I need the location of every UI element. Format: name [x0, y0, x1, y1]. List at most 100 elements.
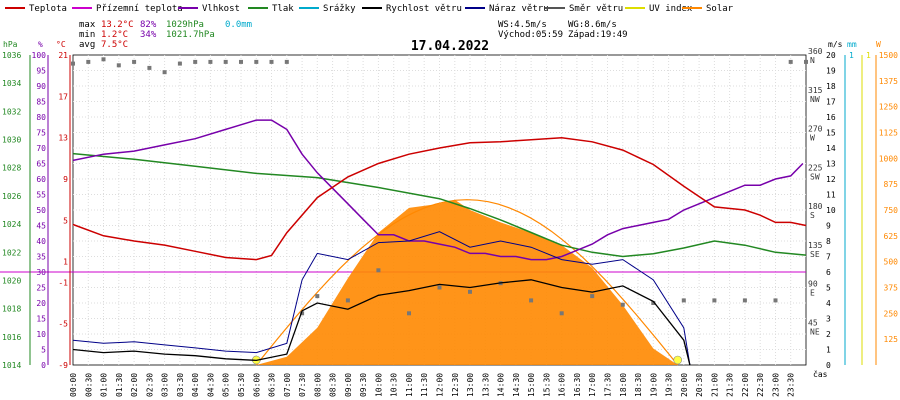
tick-percent-5: 75 — [36, 129, 46, 138]
axis-top-uv: 1 — [866, 51, 871, 60]
tick-hpa-7: 1022 — [2, 248, 21, 257]
series-direction-point — [208, 59, 213, 64]
x-tick-5: 02:30 — [145, 373, 154, 397]
x-ticks: 00:00 00:30 01:00 01:30 02:00 02:30 03:00 03:30… — [69, 373, 796, 397]
tick-hpa-10: 1016 — [2, 333, 21, 342]
tick-solar-2: 1250 — [879, 103, 898, 112]
x-tick-38: 19:00 — [649, 373, 658, 397]
x-tick-0: 00:00 — [69, 373, 78, 397]
series-direction-point — [254, 59, 259, 64]
x-tick-12: 06:00 — [252, 373, 261, 397]
tick-ms-14: 6 — [826, 268, 831, 277]
series-direction-point — [376, 268, 381, 273]
tick-solar-9: 375 — [884, 284, 899, 293]
tick-ms-9: 11 — [826, 191, 836, 200]
x-tick-40: 20:00 — [680, 373, 689, 397]
x-tick-15: 07:30 — [298, 373, 307, 397]
stat-wg: WG:8.6m/s — [568, 20, 617, 30]
x-tick-45: 22:30 — [756, 373, 765, 397]
x-tick-42: 21:00 — [710, 373, 719, 397]
legend-label-4: Srážky — [323, 4, 356, 14]
tick-dir-label-6: E — [810, 289, 815, 298]
tick-hpa-5: 1026 — [2, 192, 21, 201]
axis-title-hpa: hPa — [3, 40, 18, 49]
tick-ms-2: 18 — [826, 82, 836, 91]
x-tick-29: 14:30 — [512, 373, 521, 397]
tick-hpa-4: 1028 — [2, 164, 21, 173]
tick-percent-2: 90 — [36, 82, 46, 91]
x-tick-2: 01:00 — [100, 373, 109, 397]
tick-ms-0: 20 — [826, 51, 836, 60]
tick-ms-11: 9 — [826, 222, 831, 231]
tick-ms-17: 3 — [826, 315, 831, 324]
stat-max-rain: 0.0mm — [225, 20, 252, 30]
tick-ms-10: 10 — [826, 206, 836, 215]
tick-hpa-6: 1024 — [2, 220, 21, 229]
tick-celsius-3: 9 — [63, 175, 68, 184]
tick-dir-value-5: 135 — [808, 241, 823, 250]
series-direction-point — [101, 57, 106, 62]
series-direction-point — [773, 298, 778, 303]
axis-title-ms: m/s — [828, 40, 843, 49]
legend: Teplota Přízemní teplota Vlhkost Tlak Srážky… — [5, 4, 734, 14]
x-tick-8: 04:00 — [191, 373, 200, 397]
x-tick-28: 14:00 — [497, 373, 506, 397]
tick-dir-value-6: 90 — [808, 280, 818, 289]
tick-celsius-5: 1 — [63, 258, 68, 267]
tick-percent-3: 85 — [36, 98, 46, 107]
tick-hpa-0: 1036 — [2, 51, 21, 60]
tick-celsius-7: -5 — [58, 320, 68, 329]
tick-percent-8: 60 — [36, 175, 46, 184]
tick-percent-11: 45 — [36, 222, 46, 231]
x-tick-43: 21:30 — [726, 373, 735, 397]
tick-solar-8: 500 — [884, 258, 899, 267]
x-tick-9: 04:30 — [206, 373, 215, 397]
tick-dir-label-2: W — [810, 134, 815, 143]
series-direction-point — [132, 59, 137, 64]
tick-hpa-11: 1014 — [2, 361, 21, 370]
series-direction-point — [407, 311, 411, 316]
tick-dir-label-7: NE — [810, 327, 820, 336]
stat-min-temp: 1.2°C — [101, 30, 128, 40]
x-tick-21: 10:30 — [390, 373, 399, 397]
tick-ms-13: 7 — [826, 253, 831, 262]
tick-percent-10: 50 — [36, 206, 46, 215]
series-solar-area — [256, 199, 678, 365]
x-tick-25: 12:30 — [451, 373, 460, 397]
series-direction-point — [804, 59, 808, 64]
tick-dir-label-1: NW — [810, 95, 820, 104]
tick-percent-1: 95 — [36, 67, 46, 76]
chart-title: 17.04.2022 — [411, 39, 489, 54]
series-temperature — [72, 136, 807, 261]
legend-label-0: Teplota — [29, 4, 67, 14]
series-direction-point — [788, 59, 793, 64]
axis-top-mm: 1 — [849, 51, 854, 60]
legend-label-2: Vlhkost — [202, 4, 240, 14]
tick-hpa-3: 1030 — [2, 136, 21, 145]
axis-title-solar: W — [876, 40, 881, 49]
tick-solar-0: 1500 — [879, 51, 898, 60]
x-tick-3: 01:30 — [115, 373, 124, 397]
x-tick-13: 06:30 — [268, 373, 277, 397]
series-direction-point — [116, 63, 121, 68]
series-direction-point — [590, 294, 595, 299]
tick-dir-value-3: 225 — [808, 163, 823, 172]
series-direction-point — [620, 302, 625, 307]
legend-label-1: Přízemní teplota — [96, 4, 183, 14]
x-tick-44: 22:00 — [741, 373, 750, 397]
x-tick-19: 09:30 — [359, 373, 368, 397]
series-direction-point — [284, 59, 289, 64]
tick-dir-value-2: 270 — [808, 125, 823, 134]
tick-percent-12: 40 — [36, 237, 46, 246]
tick-ms-8: 12 — [826, 175, 836, 184]
x-tick-6: 03:00 — [161, 373, 170, 397]
tick-hpa-8: 1020 — [2, 277, 21, 286]
tick-hpa-1: 1034 — [2, 79, 21, 88]
axis-title-percent: % — [38, 40, 43, 49]
tick-dir-value-4: 180 — [808, 202, 823, 211]
tick-ms-20: 0 — [826, 361, 831, 370]
tick-dir-label-4: S — [810, 211, 815, 220]
series-direction-point — [162, 70, 167, 75]
tick-solar-11: 125 — [884, 335, 899, 344]
tick-solar-1: 1375 — [879, 77, 898, 86]
